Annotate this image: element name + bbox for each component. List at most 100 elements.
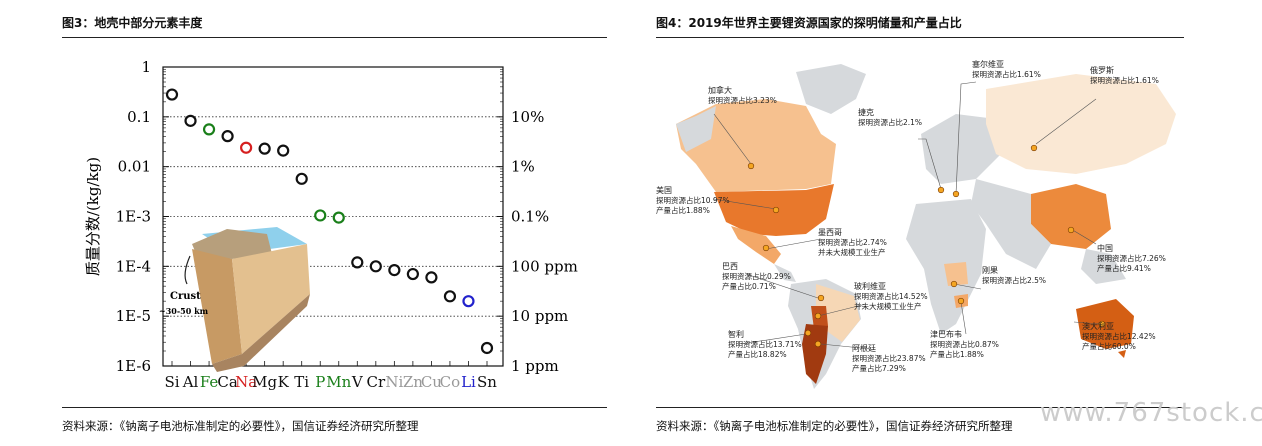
y-tick-label-left: 1E-6 — [116, 357, 151, 375]
country-stat-line: 探明资源占比3.23% — [708, 96, 777, 105]
country-label-canada: 加拿大 探明资源占比3.23% — [708, 86, 777, 106]
marker-k — [277, 144, 290, 157]
leader-bolivia — [817, 303, 867, 317]
left-source-rule — [62, 407, 607, 408]
dot-canada — [747, 162, 755, 170]
x-tick-label-fe: Fe — [200, 373, 219, 391]
country-name: 中国 — [1097, 244, 1113, 253]
crust-brace — [184, 255, 191, 285]
marker-co — [443, 290, 457, 303]
country-stat-line: 探明资源占比14.52% — [854, 292, 928, 301]
asia-rest-shape — [971, 179, 1051, 269]
country-stat-line: 产量占比1.88% — [930, 350, 984, 359]
dot-czech — [937, 186, 945, 194]
country-label-argentina: 阿根廷 探明资源占比23.87% 产量占比7.29% — [852, 344, 926, 374]
y-tick-label-right: 1% — [511, 158, 535, 176]
x-tick-label-ni: Ni — [385, 373, 403, 391]
leader-congo — [953, 283, 982, 290]
leader-china — [1070, 228, 1097, 245]
left-figure-title: 图3：地壳中部分元素丰度 — [62, 16, 203, 30]
leader-mexico — [765, 238, 822, 250]
left-title-rule — [62, 37, 607, 38]
marker-mn — [332, 211, 345, 224]
europe-shape — [921, 114, 1001, 184]
leader-russia — [1035, 98, 1097, 145]
country-name: 塞尔维亚 — [972, 60, 1004, 69]
country-label-congo: 刚果 探明资源占比2.5% — [982, 266, 1046, 286]
crust-cross-section-base — [212, 294, 310, 372]
x-tick-label-ca: Ca — [217, 373, 237, 391]
country-name: 玻利维亚 — [854, 282, 886, 291]
country-label-usa: 美国 探明资源占比10.97% 产量占比1.88% — [656, 186, 730, 216]
country-stat-line: 探明资源占比0.29% — [722, 272, 791, 281]
y-tick-label-left: 1E-5 — [116, 307, 151, 325]
country-name: 墨西哥 — [818, 228, 842, 237]
country-name: 刚果 — [982, 266, 998, 275]
marker-ti — [295, 172, 308, 185]
country-stat-line: 并未大规模工业生产 — [818, 248, 886, 257]
country-name: 阿根廷 — [852, 344, 876, 353]
country-stat-line: 并未大规模工业生产 — [854, 302, 922, 311]
country-stat-line: 产量占比9.41% — [1097, 264, 1151, 273]
dot-zimbabwe — [957, 297, 965, 305]
right-figure-title: 图4：2019年世界主要锂资源国家的探明储量和产量占比 — [656, 16, 962, 30]
x-tick-label-p: P — [315, 373, 325, 391]
leader-australia — [1073, 321, 1102, 325]
country-stat-line: 探明资源占比13.71% — [728, 340, 802, 349]
country-name: 俄罗斯 — [1090, 66, 1114, 75]
greenland-shape — [796, 64, 866, 114]
y-tick-label-left: 0.1 — [127, 108, 151, 126]
leader-czech — [918, 138, 942, 190]
y-tick-label-right: 10 ppm — [511, 307, 568, 325]
country-label-chile: 智利 探明资源占比13.71% 产量占比18.82% — [728, 330, 802, 360]
element-abundance-chart: 1 0.1 0.01 1E-3 1E-4 1E-5 1E-6 10% 1% 0.1% 100 ppm… — [84, 58, 578, 391]
leader-usa — [713, 198, 777, 210]
marker-si — [165, 88, 179, 101]
country-stat-line: 产量占比60.0% — [1082, 342, 1136, 351]
dot-congo — [950, 280, 958, 288]
marker-fe — [202, 123, 216, 136]
country-stat-line: 产量占比7.29% — [852, 364, 906, 373]
country-name: 捷克 — [858, 108, 874, 117]
x-tick-label-k: K — [278, 373, 290, 391]
country-stat-line: 探明资源占比0.87% — [930, 340, 999, 349]
country-name: 美国 — [656, 186, 672, 195]
x-tick-label-ti: Ti — [294, 373, 309, 391]
right-title-rule — [656, 37, 1184, 38]
dot-brazil — [817, 294, 825, 302]
dot-chile — [804, 329, 812, 337]
leader-zimbabwe — [960, 301, 967, 335]
marker-na — [240, 141, 253, 154]
russia-shape — [986, 74, 1176, 174]
crust-cross-section-side — [232, 244, 310, 354]
country-label-russia: 俄罗斯 探明资源占比1.61% — [1090, 66, 1159, 86]
mountain-terrain — [192, 229, 272, 259]
dot-china — [1067, 226, 1075, 234]
country-stat-line: 探明资源占比7.26% — [1097, 254, 1166, 263]
leader-chile — [740, 333, 807, 345]
world-lithium-map — [676, 64, 1176, 389]
y-tick-label-right: 1 ppm — [511, 357, 559, 375]
country-stat-line: 探明资源占比1.61% — [1090, 76, 1159, 85]
marker-ca — [221, 130, 234, 143]
x-tick-label-mn: Mn — [326, 373, 351, 391]
central-america-shape — [774, 264, 796, 282]
leader-brazil — [745, 273, 822, 300]
dot-mexico — [762, 244, 770, 252]
x-tick-label-cr: Cr — [366, 373, 385, 391]
crust-inset-illustration: Crust ~30-50 km — [159, 227, 310, 372]
country-name: 澳大利亚 — [1082, 322, 1114, 331]
dot-bolivia — [814, 312, 822, 320]
x-tick-label-na: Na — [235, 373, 257, 391]
country-name: 加拿大 — [708, 86, 732, 95]
marker-cu — [425, 271, 438, 284]
x-tick-label-v: V — [351, 373, 364, 391]
x-tick-label-al: Al — [182, 373, 199, 391]
right-source-rule — [656, 407, 1184, 408]
marker-al — [184, 114, 197, 127]
se-asia-shape — [1081, 249, 1126, 284]
dot-australia — [1098, 320, 1106, 328]
country-stat-line: 探明资源占比2.1% — [858, 118, 923, 127]
marker-zn — [406, 267, 419, 281]
marker-p — [314, 209, 327, 222]
